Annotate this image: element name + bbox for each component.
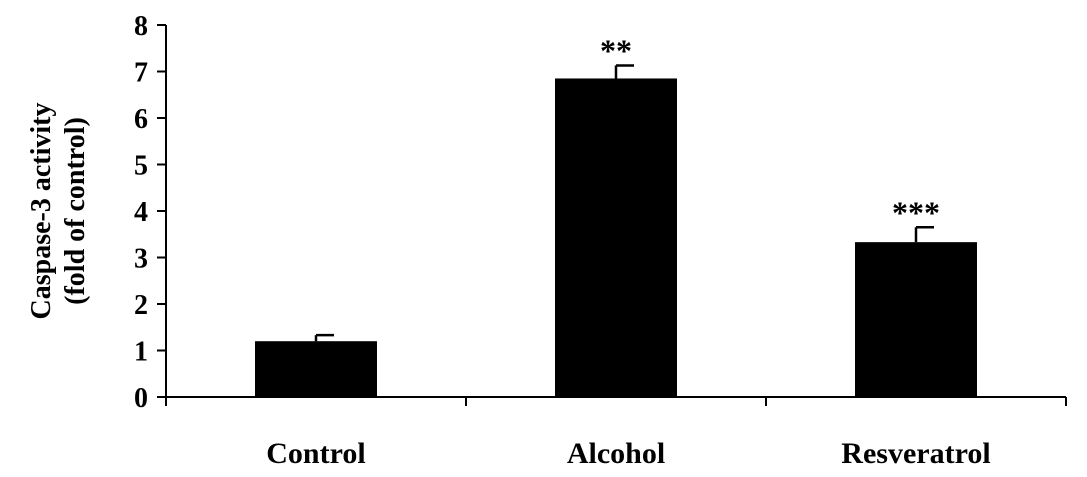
y-axis-title: Caspase-3 activity (fold of control) — [26, 103, 91, 320]
x-category-label: Alcohol — [567, 437, 665, 470]
y-tick-label: 5 — [134, 151, 148, 182]
x-category-label: Resveratrol — [841, 437, 990, 470]
significance-label: ** — [600, 32, 632, 68]
y-tick-label: 8 — [134, 11, 148, 42]
y-tick-label: 1 — [134, 337, 148, 368]
y-axis: 0 1 2 3 4 5 6 7 8 — [134, 11, 167, 414]
bars-group: ***** — [255, 32, 977, 397]
x-axis: Control Alcohol Resveratrol — [165, 396, 1067, 470]
y-tick-label: 7 — [134, 58, 148, 89]
x-category-label: Control — [266, 437, 365, 470]
bar-resveratrol — [855, 242, 977, 397]
bar-control — [255, 341, 377, 397]
y-tick-label: 3 — [134, 244, 148, 275]
bar-alcohol — [555, 78, 677, 397]
y-axis-title-line-1: Caspase-3 activity — [26, 103, 57, 320]
y-axis-title-line-2: (fold of control) — [60, 117, 91, 305]
y-tick-label: 4 — [134, 197, 148, 228]
y-tick-label: 2 — [134, 290, 148, 321]
y-tick-label: 0 — [134, 383, 148, 414]
y-tick-label: 6 — [134, 104, 148, 135]
significance-label: *** — [892, 194, 940, 230]
